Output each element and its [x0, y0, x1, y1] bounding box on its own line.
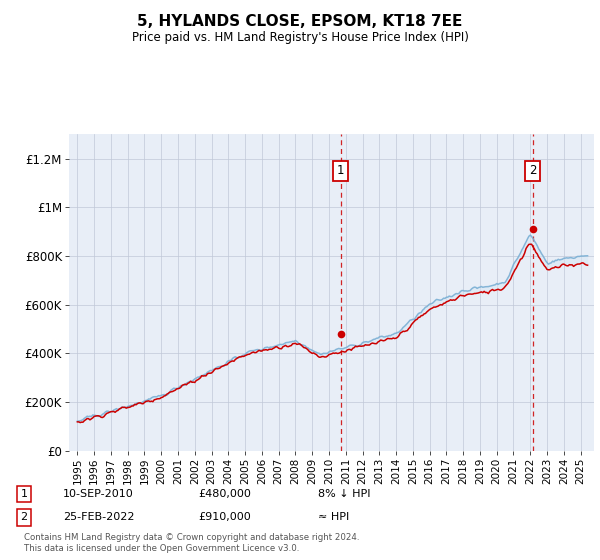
Text: 2: 2 — [529, 165, 536, 178]
Text: 25-FEB-2022: 25-FEB-2022 — [63, 512, 134, 522]
Text: 2: 2 — [20, 512, 28, 522]
Text: Contains HM Land Registry data © Crown copyright and database right 2024.
This d: Contains HM Land Registry data © Crown c… — [24, 533, 359, 553]
Text: £910,000: £910,000 — [198, 512, 251, 522]
Text: ≈ HPI: ≈ HPI — [318, 512, 349, 522]
Text: 10-SEP-2010: 10-SEP-2010 — [63, 489, 134, 499]
Text: 1: 1 — [337, 165, 344, 178]
Text: 8% ↓ HPI: 8% ↓ HPI — [318, 489, 371, 499]
Text: 1: 1 — [20, 489, 28, 499]
Text: Price paid vs. HM Land Registry's House Price Index (HPI): Price paid vs. HM Land Registry's House … — [131, 31, 469, 44]
Text: £480,000: £480,000 — [198, 489, 251, 499]
Text: 5, HYLANDS CLOSE, EPSOM, KT18 7EE: 5, HYLANDS CLOSE, EPSOM, KT18 7EE — [137, 14, 463, 29]
